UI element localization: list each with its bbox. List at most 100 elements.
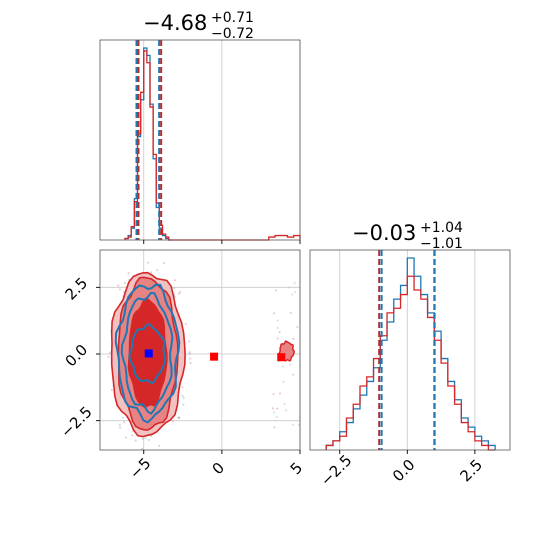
param1-histogram-series-0 [124, 47, 172, 241]
joint-sample-point [134, 439, 137, 442]
param1-marginal-frame [99, 39, 301, 241]
joint-marker-1 [210, 352, 219, 361]
joint-sample-point [173, 286, 176, 290]
joint-xtick-label-2: 5 [287, 459, 306, 478]
joint-sample-point [287, 286, 290, 289]
joint-sample-point [141, 437, 144, 441]
joint-sample-point [281, 365, 285, 368]
joint-sample-point [178, 291, 182, 294]
joint-sample-point [292, 373, 295, 376]
joint-sample-point [107, 355, 110, 358]
joint-sample-point [188, 352, 191, 356]
joint-sample-point [124, 436, 128, 439]
joint-marker-0 [144, 349, 153, 358]
joint-sample-point [293, 282, 296, 285]
joint-sample-point [188, 340, 191, 343]
param1-marginal-panel [99, 39, 301, 244]
title-param2: −0.03 +1.04 −1.01 [352, 220, 463, 252]
joint-sample-point [131, 434, 134, 437]
joint-xtick-label-0: −5 [126, 454, 154, 482]
joint-ytick-label-0: −2.5 [57, 403, 95, 441]
joint-ytick-label-2: 2.5 [62, 274, 92, 304]
joint-sample-point [158, 444, 161, 448]
title-param2-lower: −1.01 [420, 236, 463, 252]
joint-sample-point [184, 323, 187, 326]
blue-contour-2 [114, 283, 181, 424]
title-param2-upper: +1.04 [420, 220, 463, 236]
joint-sample-point [289, 311, 292, 315]
param2-xtick-label-1: 0.0 [389, 456, 419, 486]
param2-histogram-series-1 [325, 275, 496, 451]
title-param1-lower: −0.72 [211, 26, 254, 42]
joint-sample-point [118, 423, 121, 426]
joint-sample-point [272, 312, 276, 315]
title-param2-median: −0.03 [352, 221, 416, 245]
joint-sample-point [291, 293, 294, 296]
joint-sample-point [171, 420, 174, 423]
joint-sample-point [181, 386, 184, 389]
joint-sample-point [272, 393, 275, 396]
joint-ytick-label-1: 0.0 [62, 341, 92, 371]
joint-xtick-label-1: 0 [209, 459, 228, 478]
joint-sample-point [173, 279, 177, 282]
joint-sample-point [162, 261, 165, 265]
joint-sample-point [276, 337, 279, 340]
joint-sample-point [123, 421, 126, 424]
joint-contours [107, 261, 300, 450]
joint-sample-point [289, 363, 292, 366]
joint-sample-point [147, 438, 150, 442]
joint-sample-point [147, 261, 150, 264]
joint-sample-point [296, 325, 299, 329]
title-param1-median: −4.68 [143, 11, 207, 35]
joint-sample-point [181, 394, 184, 397]
joint-sample-point [144, 437, 147, 440]
joint-sample-point [293, 290, 297, 294]
joint-sample-point [182, 403, 185, 406]
joint-frame [99, 249, 301, 451]
joint-sample-point [291, 423, 295, 426]
joint-sample-point [127, 272, 130, 275]
joint-sample-point [276, 326, 279, 329]
joint-sample-point [278, 331, 281, 334]
joint-sample-point [177, 416, 180, 419]
joint-sample-point [121, 416, 125, 419]
joint-sample-point [282, 380, 285, 383]
param2-marginal-frame [309, 249, 511, 451]
joint-sample-point [276, 407, 279, 410]
joint-sample-point [156, 269, 159, 272]
joint-panel: −5 0 5 −2.5 0.0 2.5 [57, 249, 306, 483]
joint-sample-point [149, 271, 153, 274]
joint-sample-point [118, 288, 121, 291]
joint-sample-point [117, 284, 120, 287]
joint-sample-point [141, 447, 144, 450]
joint-sample-point [285, 409, 288, 412]
joint-sample-point [278, 392, 282, 395]
joint-sample-point [119, 426, 122, 429]
param1-histogram-series-1 [124, 50, 301, 241]
blue-contour-0 [128, 323, 167, 385]
joint-sample-point [271, 407, 275, 410]
joint-sample-point [273, 426, 276, 429]
joint-sample-point [123, 281, 126, 285]
joint-marker-2 [277, 353, 286, 362]
param2-histogram-series-0 [325, 257, 496, 450]
blue-contour-1 [120, 291, 174, 416]
param2-xtick-label-2: 2.5 [457, 456, 487, 486]
joint-sample-point [189, 361, 192, 365]
joint-sample-point [149, 434, 153, 438]
joint-sample-point [297, 423, 300, 427]
param2-marginal-panel: −2.5 0.0 2.5 [309, 249, 511, 490]
joint-sample-point [273, 411, 276, 414]
param2-xtick-label-0: −2.5 [317, 451, 355, 489]
joint-sample-point [275, 415, 278, 419]
joint-sample-point [283, 402, 286, 405]
joint-sample-point [189, 357, 192, 360]
joint-sample-point [292, 337, 295, 341]
title-param1-upper: +0.71 [211, 10, 254, 26]
joint-sample-point [275, 289, 278, 292]
title-param1: −4.68 +0.71 −0.72 [143, 10, 254, 42]
joint-sample-point [110, 388, 113, 391]
joint-sample-point [276, 319, 279, 322]
joint-sample-point [188, 351, 191, 354]
